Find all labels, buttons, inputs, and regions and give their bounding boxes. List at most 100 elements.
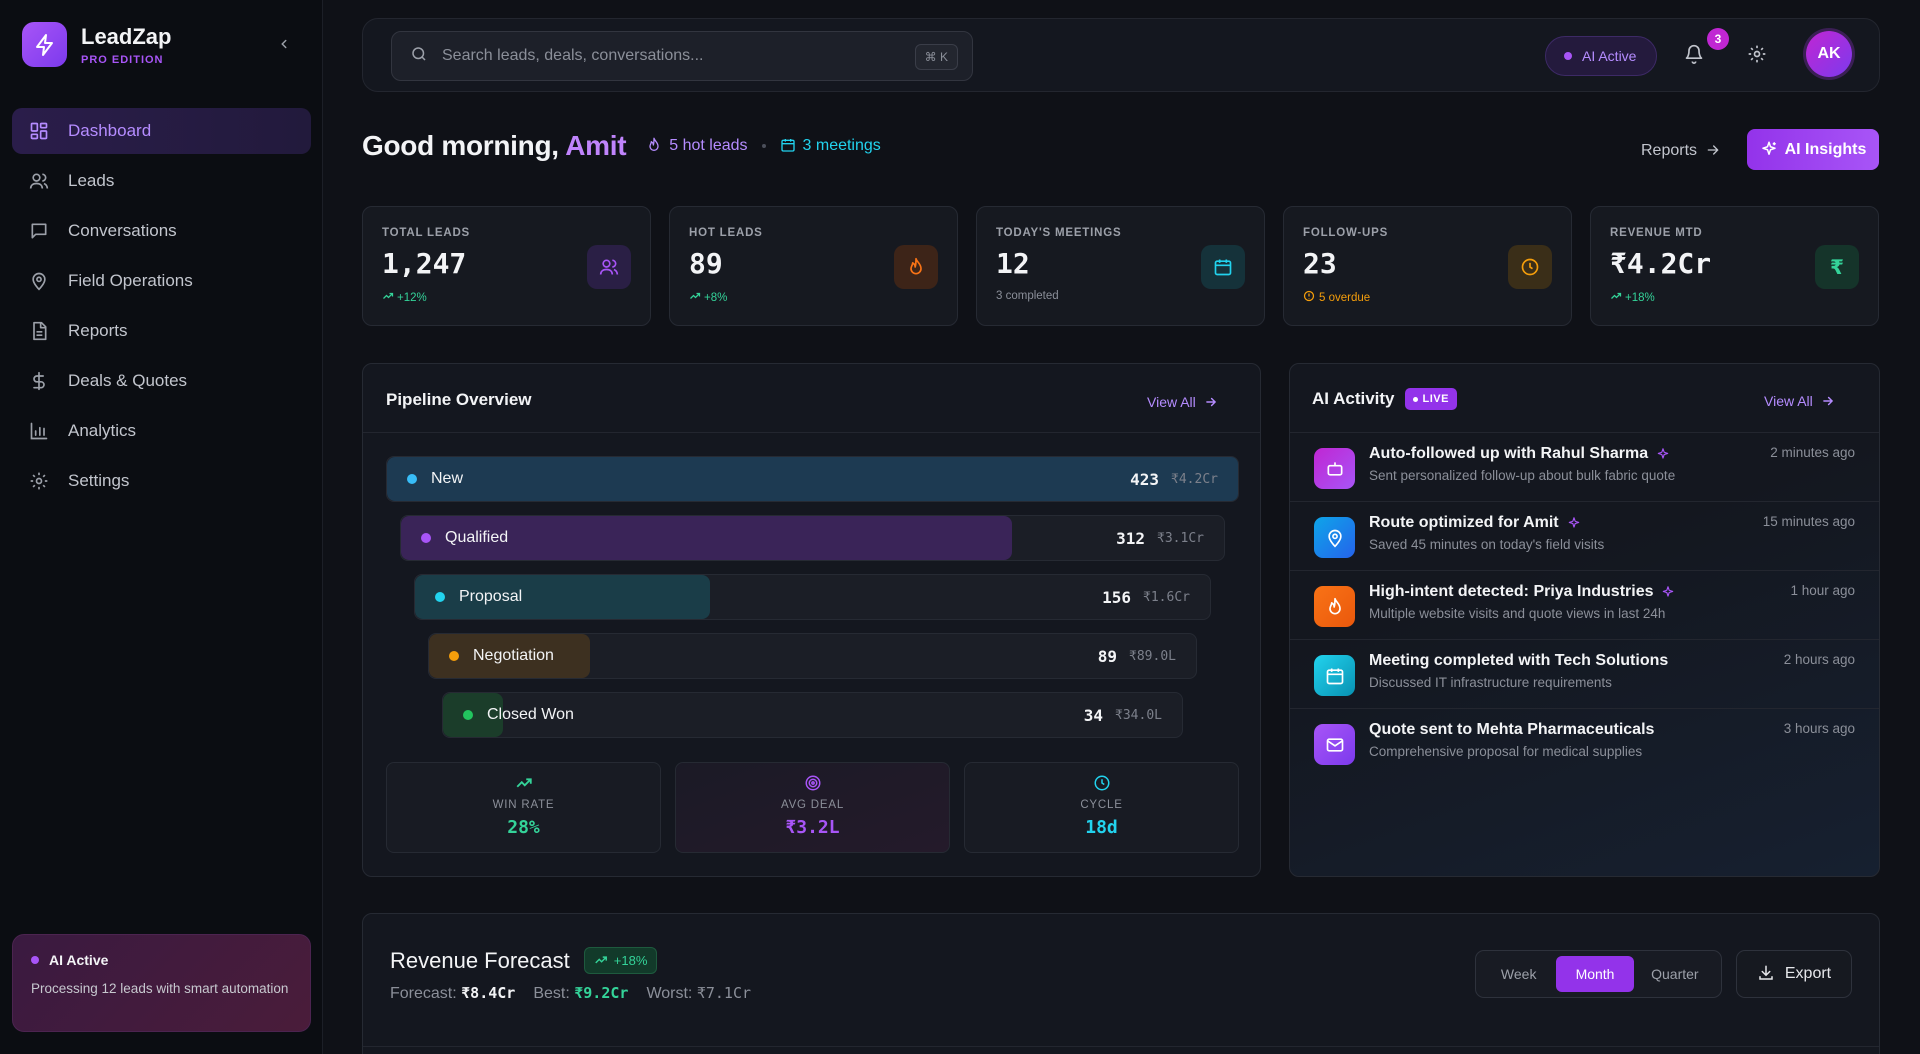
pipeline-stage-new[interactable]: New 423 ₹4.2Cr	[386, 456, 1239, 502]
stat-label: HOT LEADS	[689, 227, 763, 239]
best-label: Best:	[533, 985, 570, 1002]
best-value: ₹9.2Cr	[574, 984, 629, 1002]
meetings-label: 3 meetings	[802, 137, 881, 154]
stage-color-dot	[449, 651, 459, 661]
activity-item[interactable]: Route optimized for Amit Saved 45 minutes…	[1290, 501, 1879, 569]
gear-icon	[28, 470, 50, 492]
collapse-sidebar-button[interactable]	[274, 34, 294, 54]
sidebar: LeadZap PRO EDITION Dashboard Leads Conv…	[0, 0, 323, 1054]
dashboard-icon	[28, 120, 50, 142]
ai-status-card: AI Active Processing 12 leads with smart…	[12, 934, 311, 1032]
activity-title: Route optimized for Amit	[1369, 514, 1581, 532]
brand-edition: PRO EDITION	[81, 53, 164, 66]
activity-item[interactable]: High-intent detected: Priya Industries Mu…	[1290, 570, 1879, 638]
period-month-button[interactable]: Month	[1556, 956, 1634, 992]
pipeline-stage-proposal[interactable]: Proposal 156 ₹1.6Cr	[414, 574, 1211, 620]
sidebar-item-reports[interactable]: Reports	[12, 308, 311, 354]
badge-value: +18%	[613, 953, 648, 968]
sidebar-item-label: Reports	[68, 321, 128, 340]
stage-label: Qualified	[421, 516, 508, 560]
sidebar-item-label: Dashboard	[68, 121, 152, 140]
sidebar-item-label: Conversations	[68, 221, 177, 240]
activity-item[interactable]: Auto-followed up with Rahul Sharma Sent p…	[1290, 432, 1879, 500]
activity-title-text: Meeting completed with Tech Solutions	[1369, 652, 1669, 669]
brand[interactable]: LeadZap PRO EDITION	[22, 22, 171, 67]
bot-icon	[1314, 448, 1355, 489]
ai-active-pill[interactable]: AI Active	[1545, 36, 1658, 76]
export-button[interactable]: Export	[1736, 950, 1852, 998]
activity-title: Auto-followed up with Rahul Sharma	[1369, 445, 1670, 463]
search-input[interactable]	[442, 47, 882, 65]
pipeline-stage-qualified[interactable]: Qualified 312 ₹3.1Cr	[400, 515, 1225, 561]
sidebar-item-dashboard[interactable]: Dashboard	[12, 108, 311, 154]
stat-subtext: 5 overdue	[1319, 291, 1371, 304]
stage-name: Qualified	[445, 529, 509, 546]
sidebar-item-label: Deals & Quotes	[68, 371, 188, 390]
users-icon	[587, 245, 631, 289]
stage-color-dot	[435, 592, 445, 602]
reports-link[interactable]: Reports	[1641, 139, 1721, 163]
activity-description: Saved 45 minutes on today's field visits	[1369, 537, 1605, 552]
calendar-icon	[780, 134, 803, 158]
revenue-forecast-panel: Revenue Forecast +18% Forecast: ₹8.4Cr B…	[362, 913, 1880, 1054]
activity-item[interactable]: Quote sent to Mehta Pharmaceuticals Compr…	[1290, 708, 1879, 776]
period-quarter-button[interactable]: Quarter	[1651, 966, 1699, 982]
sidebar-item-analytics[interactable]: Analytics	[12, 408, 311, 454]
panel-title: Revenue Forecast	[390, 947, 570, 973]
metric-label: CYCLE	[1080, 799, 1123, 811]
trending-up-icon	[689, 290, 704, 305]
sidebar-item-leads[interactable]: Leads	[12, 158, 311, 204]
bar-chart-icon	[28, 420, 50, 442]
stage-amount: ₹89.0L	[1129, 648, 1176, 664]
stage-label: Closed Won	[463, 693, 574, 737]
period-toggle: Week Month Quarter	[1475, 950, 1722, 998]
stat-card-revenue-mtd[interactable]: REVENUE MTD ₹4.2Cr +18% ₹	[1590, 206, 1879, 326]
top-bar: ⌘ K AI Active 3 AK	[362, 18, 1880, 92]
pipeline-stage-closed-won[interactable]: Closed Won 34 ₹34.0L	[442, 692, 1183, 738]
stat-card-todays-meetings[interactable]: TODAY'S MEETINGS 12 3 completed	[976, 206, 1265, 326]
stage-amount: ₹3.1Cr	[1157, 530, 1204, 546]
notifications-button[interactable]	[1680, 42, 1708, 70]
settings-button[interactable]	[1743, 42, 1771, 70]
pipeline-view-all-link[interactable]: View All	[1147, 392, 1218, 412]
worst-label: Worst:	[646, 985, 693, 1002]
users-icon	[28, 170, 50, 192]
metric-avg-deal: AVG DEAL ₹3.2L	[675, 762, 950, 853]
activity-item[interactable]: Meeting completed with Tech Solutions Dis…	[1290, 639, 1879, 707]
sidebar-item-deals-quotes[interactable]: Deals & Quotes	[12, 358, 311, 404]
activity-title-text: Quote sent to Mehta Pharmaceuticals	[1369, 721, 1655, 738]
flame-icon	[646, 134, 669, 158]
stat-card-total-leads[interactable]: TOTAL LEADS 1,247 +12%	[362, 206, 651, 326]
search-box[interactable]: ⌘ K	[391, 31, 973, 81]
ai-activity-panel: AI Activity LIVE View All Auto-followed …	[1289, 363, 1880, 877]
hot-leads-link[interactable]: 5 hot leads	[646, 134, 748, 158]
stat-card-follow-ups[interactable]: FOLLOW-UPS 23 5 overdue	[1283, 206, 1572, 326]
view-all-label: View All	[1764, 393, 1813, 409]
stat-value: 23	[1303, 247, 1337, 280]
brand-name: LeadZap	[81, 23, 172, 49]
live-label: LIVE	[1422, 393, 1449, 405]
sidebar-item-field-operations[interactable]: Field Operations	[12, 258, 311, 304]
clock-icon	[965, 774, 1238, 792]
stat-card-hot-leads[interactable]: HOT LEADS 89 +8%	[669, 206, 958, 326]
divider	[363, 432, 1260, 433]
sidebar-item-settings[interactable]: Settings	[12, 458, 311, 504]
sidebar-item-conversations[interactable]: Conversations	[12, 208, 311, 254]
ai-insights-label: AI Insights	[1784, 140, 1867, 158]
user-avatar[interactable]: AK	[1806, 31, 1852, 77]
ai-insights-button[interactable]: AI Insights	[1747, 129, 1879, 170]
dollar-icon	[28, 370, 50, 392]
document-icon	[28, 320, 50, 342]
mail-icon	[1314, 724, 1355, 765]
stage-name: Closed Won	[487, 706, 574, 723]
activity-view-all-link[interactable]: View All	[1764, 391, 1835, 411]
pipeline-stage-negotiation[interactable]: Negotiation 89 ₹89.0L	[428, 633, 1197, 679]
sparkle-icon	[1656, 447, 1670, 461]
period-week-button[interactable]: Week	[1500, 966, 1537, 982]
stage-color-dot	[463, 710, 473, 720]
arrow-right-icon	[1196, 392, 1218, 412]
stage-fill-bar	[443, 693, 503, 737]
stat-label: TOTAL LEADS	[382, 227, 471, 239]
meetings-link[interactable]: 3 meetings	[780, 134, 881, 158]
arrow-right-icon	[1697, 139, 1721, 163]
